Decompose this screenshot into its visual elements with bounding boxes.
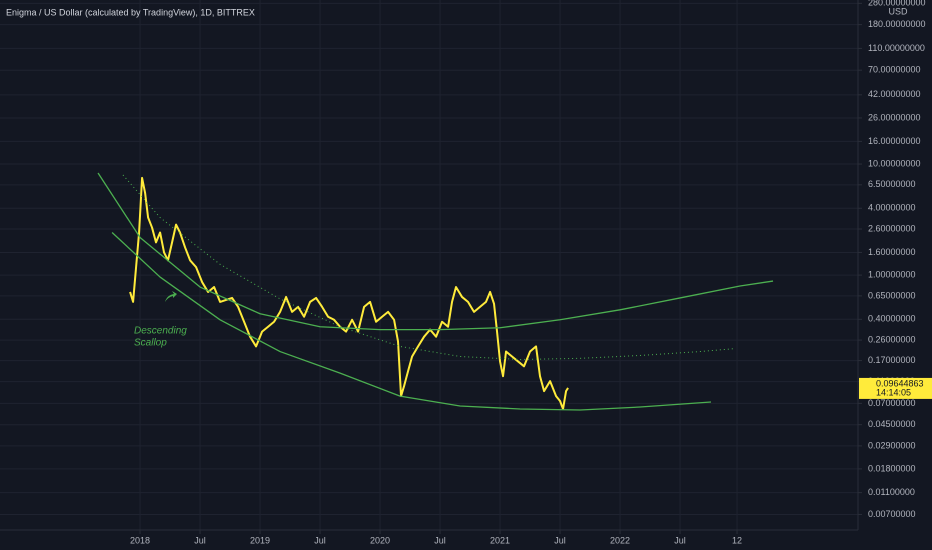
y-tick-label: 0.04500000 [868,419,916,429]
y-tick-label: 0.65000000 [868,290,916,300]
x-tick-label: Jul [674,535,686,545]
y-tick-label: 280.00000000 [868,0,926,8]
x-tick-label: Jul [194,535,206,545]
y-tick-label: 0.40000000 [868,314,916,324]
y-tick-label: 1.00000000 [868,269,916,279]
series-line [111,232,712,411]
y-tick-label: 0.17000000 [868,355,916,365]
y-tick-label: 26.00000000 [868,112,921,122]
y-tick-label: 180.00000000 [868,19,926,29]
x-tick-label: 2019 [250,535,270,545]
x-tick-label: 2022 [610,535,630,545]
x-tick-label: 2021 [490,535,510,545]
arrow-icon [165,291,177,302]
last-price-label: 0.09644863 [876,378,924,388]
y-tick-label: 2.60000000 [868,223,916,233]
y-tick-label: 0.02900000 [868,440,916,450]
countdown-label: 14:14:05 [876,387,911,397]
series-line [97,172,774,331]
last-price-box [859,377,932,399]
axis: 280.00000000 180.00000000 110.00000000 70.0… [130,0,932,545]
y-tick-label: 0.00700000 [868,509,916,519]
y-tick-label: 1.60000000 [868,247,916,257]
x-tick-label: Jul [434,535,446,545]
y-tick-label: 0.26000000 [868,334,916,344]
x-tick-label: 2020 [370,535,390,545]
y-tick-label: 6.50000000 [868,179,916,189]
x-tick-label: 12 [732,535,742,545]
y-unit: USD [888,6,908,16]
x-tick-label: Jul [314,535,326,545]
x-tick-label: Jul [554,535,566,545]
annotation: Scallop [134,338,167,349]
y-tick-label: 70.00000000 [868,65,921,75]
y-tick-label: 16.00000000 [868,136,921,146]
series-line [129,176,569,410]
y-tick-label: 4.00000000 [868,203,916,213]
y-tick-label: 0.01800000 [868,463,916,473]
chart-title: Enigma / US Dollar (calculated by Tradin… [6,7,255,17]
y-tick-label: 0.01100000 [868,487,915,497]
y-tick-label: 42.00000000 [868,89,921,99]
y-tick-label: 10.00000000 [868,158,921,168]
y-tick-label: 110.00000000 [868,43,925,53]
annotation: Descending [134,326,187,337]
y-tick-label: 0.07000000 [868,398,916,408]
plot [97,172,774,411]
x-tick-label: 2018 [130,535,150,545]
